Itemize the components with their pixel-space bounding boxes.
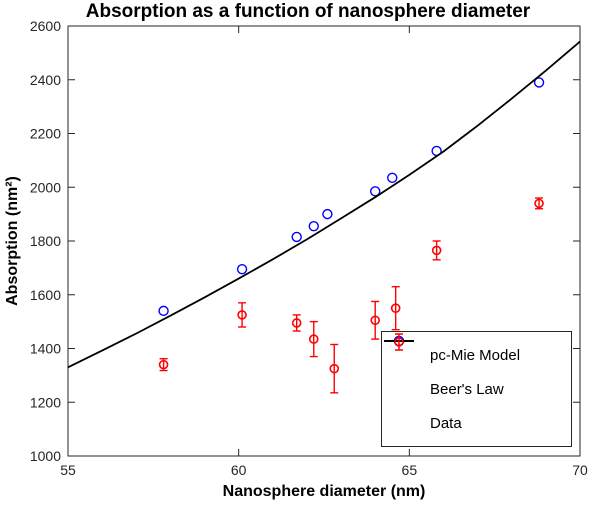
model-point xyxy=(291,231,302,243)
data-point xyxy=(431,245,442,256)
x-tick-label: 70 xyxy=(572,462,588,478)
x-tick-label: 55 xyxy=(60,462,76,478)
model-point xyxy=(308,221,319,232)
data-point xyxy=(329,363,340,374)
y-tick-label: 1800 xyxy=(30,233,61,249)
y-tick-label: 2400 xyxy=(30,72,61,88)
legend-label: Beer's Law xyxy=(430,380,504,398)
model-point xyxy=(533,77,545,88)
x-axis-label: Nanosphere diameter (nm) xyxy=(222,483,426,500)
legend-label: Data xyxy=(430,414,462,432)
data-point xyxy=(291,318,302,328)
y-tick-label: 1600 xyxy=(30,287,61,303)
model-point xyxy=(236,264,248,275)
chart-title: Absorption as a function of nanosphere d… xyxy=(85,1,531,22)
y-tick-label: 1200 xyxy=(30,394,61,410)
model-point xyxy=(322,208,333,220)
model-point xyxy=(387,172,398,184)
legend-item-data: Data xyxy=(386,333,567,432)
y-tick-label: 2200 xyxy=(30,126,61,142)
data-point xyxy=(237,310,247,320)
y-tick-label: 1000 xyxy=(30,448,61,464)
model-point xyxy=(370,186,381,197)
legend-label: pc-Mie Model xyxy=(430,346,521,364)
x-tick-label: 60 xyxy=(231,462,247,478)
y-tick-label: 2600 xyxy=(30,18,61,34)
data-point xyxy=(158,359,169,370)
y-axis-label: Absorption (nm²) xyxy=(4,176,21,306)
y-tick-label: 2000 xyxy=(30,179,61,195)
legend-item-beers-law: Beer's Law xyxy=(384,340,567,398)
data-point xyxy=(390,303,401,313)
data-point xyxy=(534,198,544,209)
data-point xyxy=(308,334,319,344)
beers-law-curve xyxy=(67,40,581,369)
y-tick-label: 1400 xyxy=(30,341,61,357)
legend: pc-Mie Model Beer's Law Data xyxy=(381,331,572,447)
model-point xyxy=(158,305,169,317)
x-tick-label: 65 xyxy=(402,462,418,478)
data-point xyxy=(370,315,381,326)
